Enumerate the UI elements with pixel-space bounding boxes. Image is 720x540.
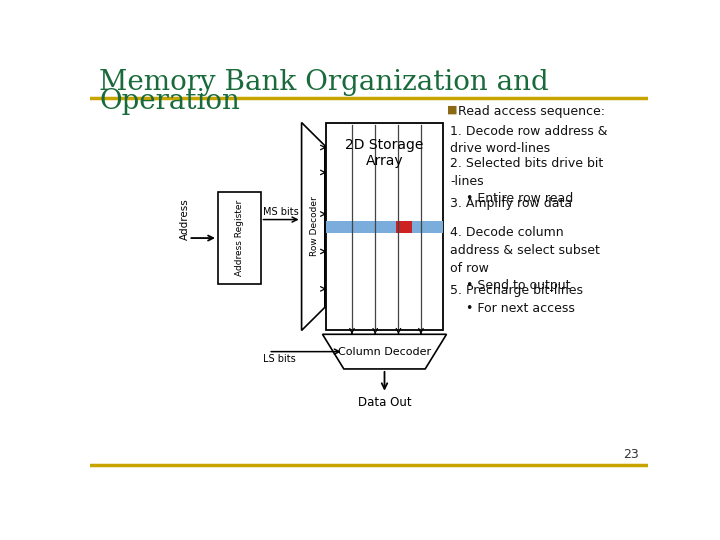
Text: 5. Precharge bit-lines
    • For next access: 5. Precharge bit-lines • For next access <box>451 284 583 315</box>
Bar <box>396 221 413 233</box>
Polygon shape <box>302 123 325 330</box>
Text: Address: Address <box>179 198 189 240</box>
Bar <box>326 123 443 330</box>
Bar <box>218 192 261 284</box>
Text: Memory Bank Organization and: Memory Bank Organization and <box>99 69 549 96</box>
Text: Read access sequence:: Read access sequence: <box>458 105 605 118</box>
Polygon shape <box>323 334 446 369</box>
Text: 4. Decode column
address & select subset
of row
    • Send to output: 4. Decode column address & select subset… <box>451 226 600 292</box>
Text: 3. Amplify row data: 3. Amplify row data <box>451 197 572 210</box>
Text: 2D Storage
Array: 2D Storage Array <box>346 138 423 168</box>
Text: 1. Decode row address &
drive word-lines: 1. Decode row address & drive word-lines <box>451 125 608 156</box>
Text: Column Decoder: Column Decoder <box>338 347 431 356</box>
Text: 23: 23 <box>623 448 639 461</box>
Text: LS bits: LS bits <box>263 354 296 364</box>
Bar <box>326 221 443 233</box>
Text: Data Out: Data Out <box>358 396 411 409</box>
Text: Operation: Operation <box>99 88 240 115</box>
Text: 2. Selected bits drive bit
-lines
    • Entire row read: 2. Selected bits drive bit -lines • Enti… <box>451 157 603 205</box>
Text: MS bits: MS bits <box>263 207 299 217</box>
Text: ■: ■ <box>446 105 457 115</box>
Text: Row Decoder: Row Decoder <box>310 197 319 256</box>
Text: Address Register: Address Register <box>235 200 243 276</box>
